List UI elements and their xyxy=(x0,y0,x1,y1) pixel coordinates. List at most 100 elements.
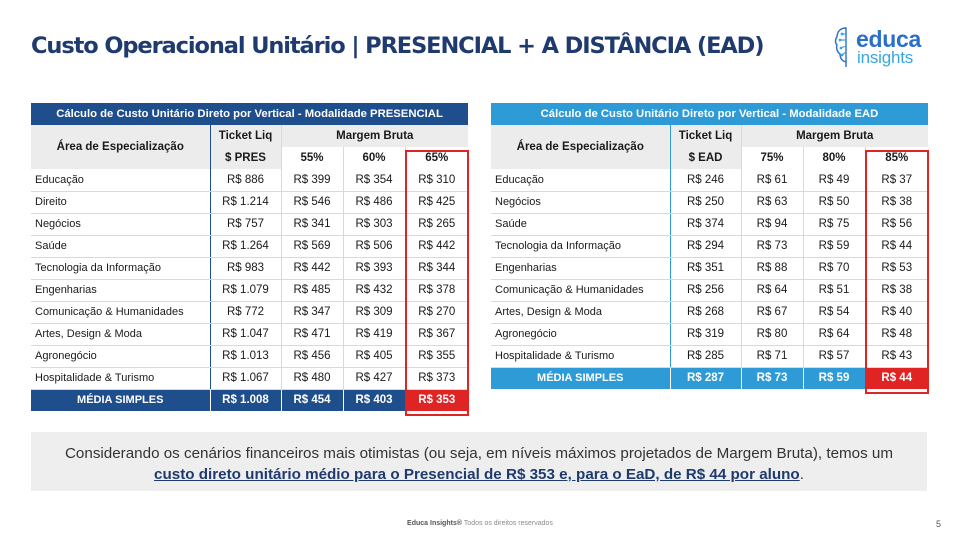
area-column-header: Área de Especialização xyxy=(491,125,670,169)
table-row: Agronegócio R$ 319 R$ 80 R$ 64 R$ 48 xyxy=(491,323,928,346)
margin-cell-3: R$ 44 xyxy=(864,235,928,258)
area-cell: Engenharias xyxy=(31,279,210,302)
presencial-table-caption: Cálculo de Custo Unitário Direto por Ver… xyxy=(31,103,469,125)
margin-cell-1: R$ 341 xyxy=(280,213,343,236)
margin-cell-1: R$ 480 xyxy=(280,367,343,390)
margin-cell-3: R$ 48 xyxy=(864,323,928,346)
average-margin-85: R$ 44 xyxy=(864,367,928,389)
table-row: Educação R$ 246 R$ 61 R$ 49 R$ 37 xyxy=(491,169,928,192)
area-cell: Hospitalidade & Turismo xyxy=(31,367,210,390)
area-cell: Agronegócio xyxy=(491,323,670,346)
margin-cell-2: R$ 432 xyxy=(342,279,405,302)
margin-cell-1: R$ 471 xyxy=(280,323,343,346)
margin-cell-2: R$ 309 xyxy=(342,301,405,324)
note-highlight: custo direto unitário médio para o Prese… xyxy=(154,466,800,483)
average-margin-55: R$ 454 xyxy=(280,389,343,411)
area-cell: Comunicação & Humanidades xyxy=(491,279,670,302)
ticket-cell: R$ 351 xyxy=(669,257,741,280)
table-row: Educação R$ 886 R$ 399 R$ 354 R$ 310 xyxy=(31,169,469,192)
area-cell: Direito xyxy=(31,191,210,214)
area-cell: Negócios xyxy=(491,191,670,214)
table-row: Saúde R$ 1.264 R$ 569 R$ 506 R$ 442 xyxy=(31,235,469,258)
ticket-unit-header: $ PRES xyxy=(209,147,281,169)
margin-cell-2: R$ 57 xyxy=(802,345,865,368)
margin-cell-1: R$ 88 xyxy=(740,257,803,280)
area-cell: Educação xyxy=(491,169,670,192)
ticket-cell: R$ 886 xyxy=(209,169,281,192)
brain-circuit-icon xyxy=(834,27,847,67)
ticket-cell: R$ 983 xyxy=(209,257,281,280)
margin-cell-1: R$ 73 xyxy=(740,235,803,258)
margin-cell-3: R$ 43 xyxy=(864,345,928,368)
table-row: Engenharias R$ 1.079 R$ 485 R$ 432 R$ 378 xyxy=(31,279,469,302)
margin-cell-3: R$ 38 xyxy=(864,191,928,214)
average-margin-60: R$ 403 xyxy=(342,389,405,411)
margin-cell-1: R$ 80 xyxy=(740,323,803,346)
ticket-cell: R$ 250 xyxy=(669,191,741,214)
area-cell: Saúde xyxy=(31,235,210,258)
area-cell: Artes, Design & Moda xyxy=(491,301,670,324)
margin-cell-1: R$ 94 xyxy=(740,213,803,236)
margin-cell-3: R$ 40 xyxy=(864,301,928,324)
margin-cell-1: R$ 71 xyxy=(740,345,803,368)
table-row: Comunicação & Humanidades R$ 256 R$ 64 R$ 5… xyxy=(491,279,928,302)
margin-65-header: 65% xyxy=(404,147,469,169)
ticket-cell: R$ 1.079 xyxy=(209,279,281,302)
ticket-unit-header: $ EAD xyxy=(669,147,741,169)
margin-cell-1: R$ 67 xyxy=(740,301,803,324)
margin-cell-1: R$ 347 xyxy=(280,301,343,324)
educa-insights-logo: educa insights xyxy=(834,24,934,70)
margin-cell-1: R$ 456 xyxy=(280,345,343,368)
average-label: MÉDIA SIMPLES xyxy=(491,367,670,389)
margin-cell-3: R$ 378 xyxy=(404,279,469,302)
margin-cell-3: R$ 270 xyxy=(404,301,469,324)
margin-55-header: 55% xyxy=(280,147,343,169)
note-period: . xyxy=(799,466,804,483)
table-row: Artes, Design & Moda R$ 268 R$ 67 R$ 54 R$ 4… xyxy=(491,301,928,324)
margin-cell-2: R$ 50 xyxy=(802,191,865,214)
margin-80-header: 80% xyxy=(802,147,865,169)
margin-cell-2: R$ 64 xyxy=(802,323,865,346)
average-margin-65: R$ 353 xyxy=(404,389,469,411)
margin-85-header: 85% xyxy=(864,147,928,169)
margin-cell-3: R$ 265 xyxy=(404,213,469,236)
ead-table-caption: Cálculo de Custo Unitário Direto por Ver… xyxy=(491,103,928,125)
conclusion-note: Considerando os cenários financeiros mai… xyxy=(31,432,927,491)
margin-cell-2: R$ 427 xyxy=(342,367,405,390)
margin-cell-3: R$ 355 xyxy=(404,345,469,368)
margin-column-header: Margem Bruta xyxy=(740,125,928,147)
margin-cell-2: R$ 303 xyxy=(342,213,405,236)
table-row: Hospitalidade & Turismo R$ 1.067 R$ 480 R$ … xyxy=(31,367,469,390)
margin-cell-3: R$ 310 xyxy=(404,169,469,192)
page-title: Custo Operacional Unitário | PRESENCIAL … xyxy=(31,33,765,59)
table-row: Artes, Design & Moda R$ 1.047 R$ 471 R$ 419… xyxy=(31,323,469,346)
ticket-column-header: Ticket Liq xyxy=(209,125,281,147)
ticket-cell: R$ 1.013 xyxy=(209,345,281,368)
margin-cell-3: R$ 425 xyxy=(404,191,469,214)
margin-cell-2: R$ 51 xyxy=(802,279,865,302)
ticket-cell: R$ 1.264 xyxy=(209,235,281,258)
table-row: Saúde R$ 374 R$ 94 R$ 75 R$ 56 xyxy=(491,213,928,236)
margin-cell-2: R$ 506 xyxy=(342,235,405,258)
margin-cell-3: R$ 56 xyxy=(864,213,928,236)
ticket-cell: R$ 294 xyxy=(669,235,741,258)
ticket-cell: R$ 256 xyxy=(669,279,741,302)
ticket-cell: R$ 285 xyxy=(669,345,741,368)
margin-cell-2: R$ 70 xyxy=(802,257,865,280)
ticket-cell: R$ 268 xyxy=(669,301,741,324)
average-ticket: R$ 1.008 xyxy=(209,389,281,411)
margin-cell-3: R$ 373 xyxy=(404,367,469,390)
area-cell: Agronegócio xyxy=(31,345,210,368)
area-cell: Negócios xyxy=(31,213,210,236)
ticket-column-header: Ticket Liq xyxy=(669,125,741,147)
presencial-cost-table: Cálculo de Custo Unitário Direto por Ver… xyxy=(31,103,469,411)
margin-cell-1: R$ 485 xyxy=(280,279,343,302)
margin-cell-1: R$ 64 xyxy=(740,279,803,302)
table-row: Negócios R$ 757 R$ 341 R$ 303 R$ 265 xyxy=(31,213,469,236)
table-row: Negócios R$ 250 R$ 63 R$ 50 R$ 38 xyxy=(491,191,928,214)
ticket-cell: R$ 757 xyxy=(209,213,281,236)
margin-cell-2: R$ 75 xyxy=(802,213,865,236)
footer-rights: Todos os direitos reservados xyxy=(463,520,553,527)
table-row: Agronegócio R$ 1.013 R$ 456 R$ 405 R$ 355 xyxy=(31,345,469,368)
margin-cell-1: R$ 442 xyxy=(280,257,343,280)
